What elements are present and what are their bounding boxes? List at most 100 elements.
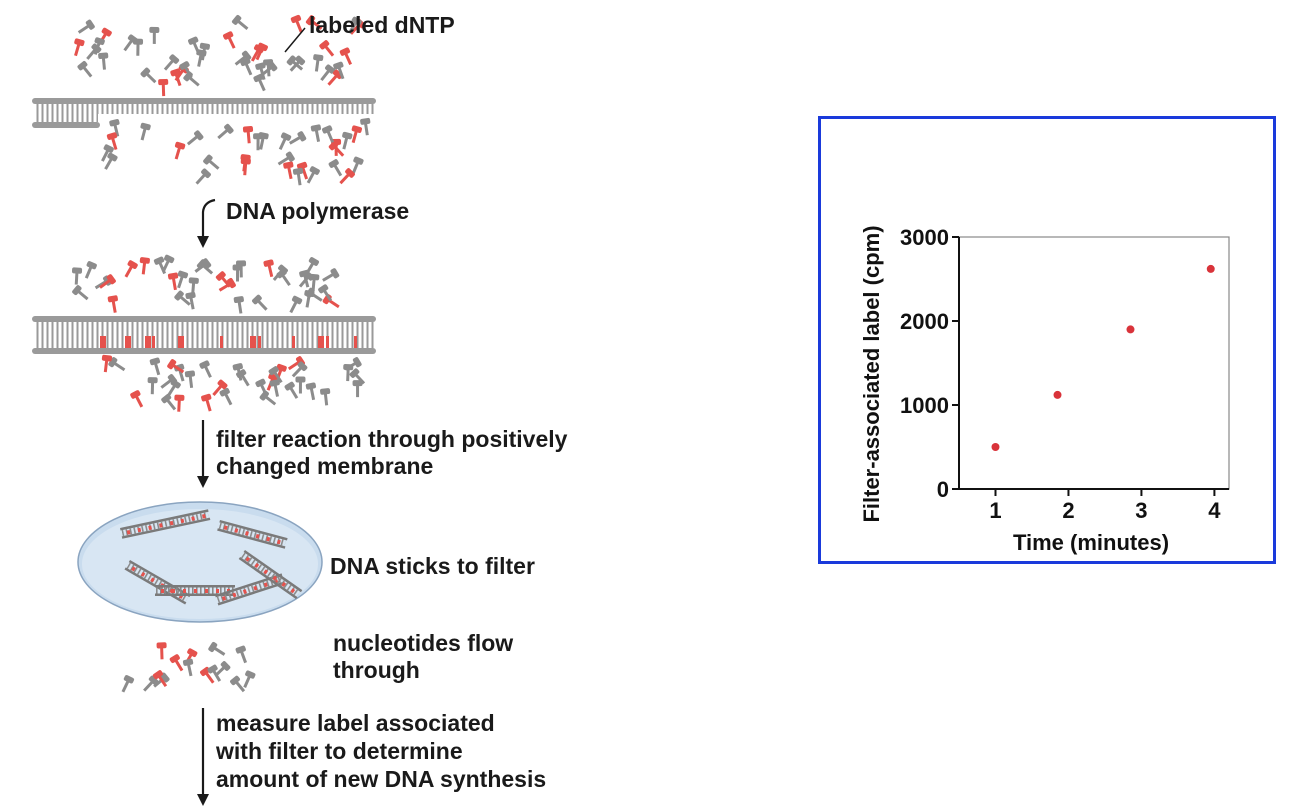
free-dntps-stage2-bottom (101, 354, 366, 412)
unlabeled-dntp (343, 364, 354, 382)
unlabeled-dntp (289, 131, 307, 145)
unlabeled-dntp (184, 370, 196, 388)
unlabeled-dntp (348, 16, 362, 34)
unlabeled-dntp (234, 50, 252, 66)
incorporated-nucleotide (181, 336, 184, 348)
incorporated-nucleotide (128, 336, 131, 348)
incorporated-nucleotide (220, 336, 223, 348)
unlabeled-dntp (306, 166, 320, 184)
unlabeled-dntp (286, 55, 304, 71)
unlabeled-dntp (93, 37, 105, 55)
labeled-dntp (152, 670, 168, 688)
labeled-dntp (167, 272, 179, 291)
unlabeled-dntp (185, 291, 196, 310)
unlabeled-dntp (72, 285, 89, 301)
measure-label-line1: measure label associated (216, 710, 495, 736)
labeled-dntp (139, 257, 150, 275)
labeled-dntp (169, 654, 184, 672)
labeled-dntp (305, 15, 323, 30)
labeled-dntp-label: labeled dNTP (309, 12, 455, 38)
unlabeled-dntp (235, 645, 248, 664)
incorporated-labeled-nucleotides (100, 336, 357, 348)
unlabeled-dntp (263, 59, 274, 77)
unlabeled-dntp (108, 357, 126, 372)
unlabeled-dntp (196, 49, 207, 67)
x-tick-label: 3 (1135, 498, 1147, 523)
incorporated-nucleotide (354, 336, 357, 348)
unlabeled-dntp (252, 294, 268, 311)
unlabeled-dntp (133, 38, 144, 56)
labeled-dntp (170, 68, 182, 87)
x-tick-label: 4 (1208, 498, 1221, 523)
dna-on-filter (120, 509, 303, 606)
data-point (1053, 390, 1062, 399)
labeled-dntp (74, 38, 85, 57)
incorporated-nucleotide (125, 336, 128, 348)
dna-sticks-label: DNA sticks to filter (330, 553, 535, 579)
labeled-dntp (99, 274, 116, 289)
incorporated-nucleotide (103, 336, 106, 348)
unlabeled-dntp (140, 67, 157, 84)
unlabeled-dntp (182, 658, 194, 677)
unlabeled-dntp (196, 259, 214, 275)
incorporated-nucleotide (321, 336, 324, 348)
unlabeled-dntp (188, 36, 201, 55)
dna-fragment (217, 520, 288, 549)
incorporated-nucleotide (253, 336, 256, 348)
unlabeled-dntp (179, 61, 193, 79)
unlabeled-dntp (161, 393, 177, 411)
unlabeled-dntp (272, 264, 288, 281)
plot-area: 0 1000 2000 3000 1 2 3 4 (900, 225, 1230, 523)
unlabeled-dntp (232, 264, 243, 282)
nucleotides-flow-label-line1: nucleotides flow (333, 630, 514, 656)
x-axis-title: Time (minutes) (1013, 530, 1169, 555)
dna-fragment (238, 550, 303, 600)
labeled-dntp (351, 125, 363, 144)
labeled-dntp (124, 260, 138, 278)
unlabeled-dntp (258, 132, 269, 150)
unlabeled-dntp (199, 360, 212, 378)
labeled-dntp (339, 47, 353, 66)
unlabeled-dntp (219, 387, 233, 406)
unlabeled-dntp (186, 130, 204, 146)
polymerase-arrow (197, 198, 216, 248)
labeled-dntp (174, 141, 186, 160)
unlabeled-dntp (203, 154, 220, 170)
unlabeled-dntp (109, 119, 120, 137)
incorporated-nucleotide (326, 336, 329, 348)
unlabeled-dntp (149, 26, 160, 44)
unlabeled-dntp (322, 125, 335, 143)
unlabeled-dntp (322, 268, 340, 282)
unlabeled-dntp (160, 374, 178, 389)
y-tick-label: 2000 (900, 309, 949, 334)
incorporated-nucleotide (145, 336, 148, 348)
unlabeled-dntp (313, 54, 324, 72)
unlabeled-dntp (243, 670, 256, 688)
incorporated-nucleotide (100, 336, 103, 348)
labeled-dntp (223, 31, 236, 49)
x-tick-label: 1 (989, 498, 1001, 523)
unlabeled-dntp (231, 14, 249, 30)
unlabeled-dntp (309, 273, 320, 292)
labeled-dntp (200, 666, 215, 684)
unlabeled-dntp (320, 388, 331, 406)
unlabeled-dntp (217, 123, 234, 140)
unlabeled-dntp (349, 368, 366, 385)
labeled-dntp (158, 78, 169, 97)
flow-through-nucleotides (121, 641, 256, 693)
dna-fragment (215, 573, 285, 606)
unlabeled-dntp (291, 361, 308, 378)
labeled-dntp (296, 161, 309, 180)
labeled-dntp (167, 359, 185, 374)
incorporated-nucleotide (292, 336, 295, 348)
unlabeled-dntp (77, 61, 93, 78)
unlabeled-dntp (333, 61, 345, 80)
unlabeled-dntp (236, 369, 250, 387)
unlabeled-dntp (295, 376, 306, 394)
labeled-dntp (106, 132, 118, 150)
unlabeled-dntp (143, 675, 159, 692)
incorporated-nucleotide (148, 336, 151, 348)
unlabeled-dntp (305, 382, 317, 401)
unlabeled-dntp (195, 168, 211, 185)
primed-template-dna (32, 98, 376, 128)
